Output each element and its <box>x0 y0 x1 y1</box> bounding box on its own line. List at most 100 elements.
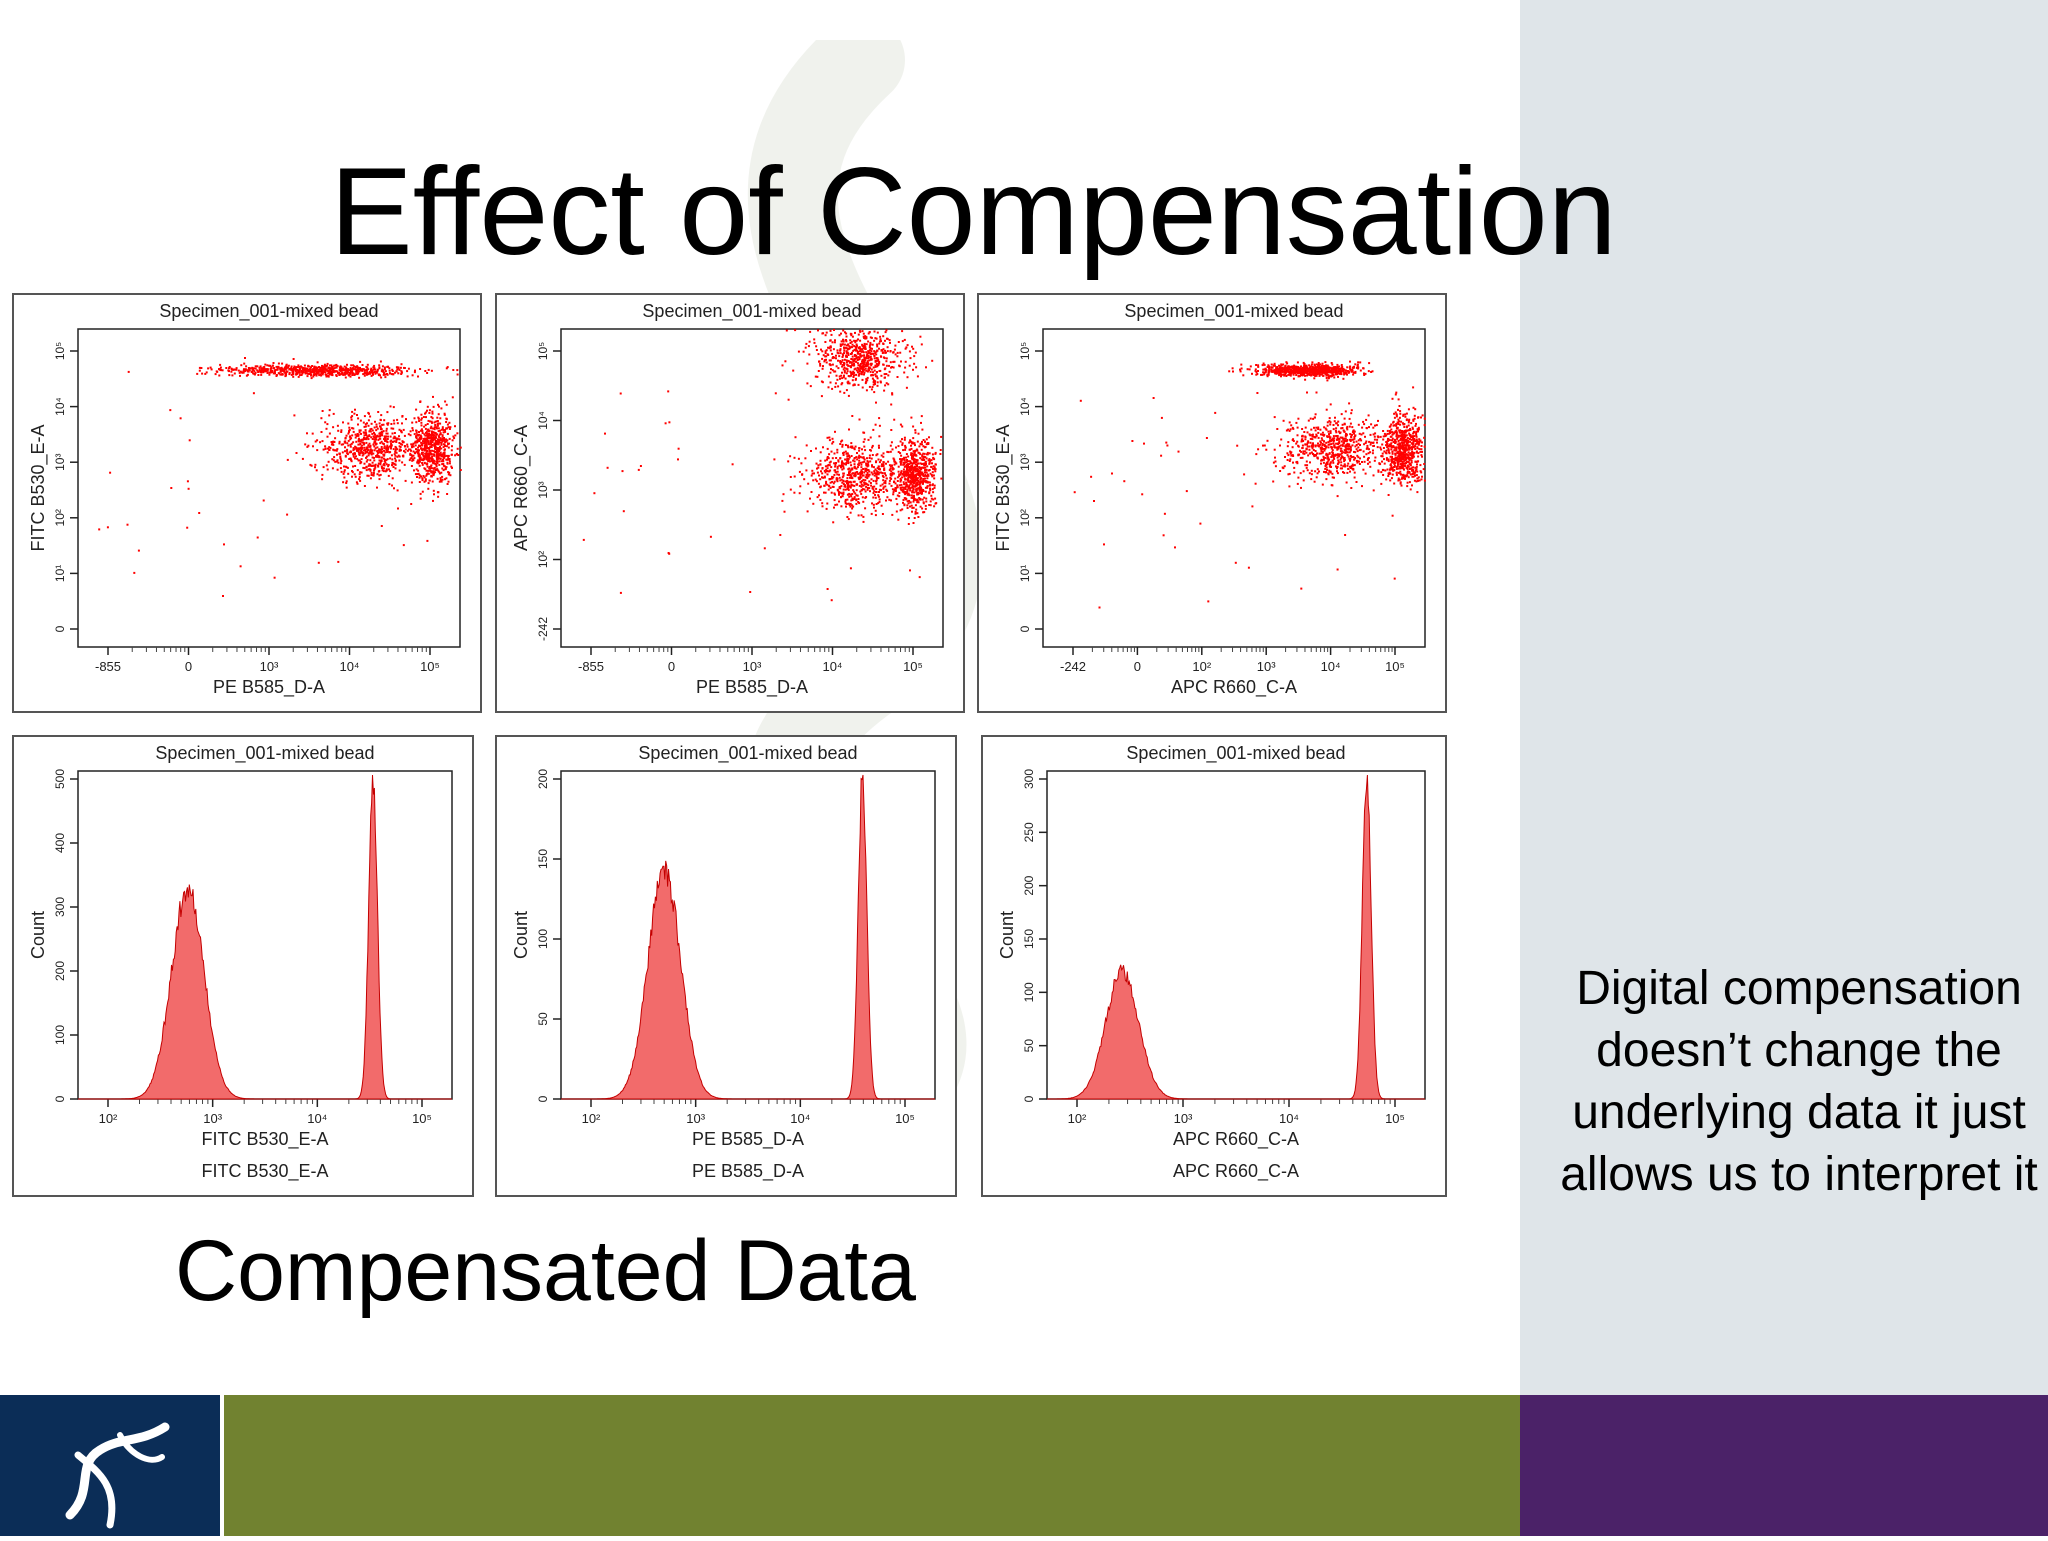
data-point <box>1350 487 1352 489</box>
data-point <box>1312 372 1314 374</box>
data-point <box>1250 365 1252 367</box>
data-point <box>864 438 866 440</box>
data-point <box>222 369 224 371</box>
data-point <box>361 458 363 460</box>
data-point <box>798 458 800 460</box>
data-point <box>372 372 374 374</box>
data-point <box>856 483 858 485</box>
data-point <box>885 331 887 333</box>
data-point <box>430 440 432 442</box>
data-point <box>921 456 923 458</box>
data-point <box>583 539 585 541</box>
data-point <box>911 466 913 468</box>
data-point <box>138 550 140 552</box>
data-point <box>354 457 356 459</box>
data-point <box>898 341 900 343</box>
data-point <box>901 476 903 478</box>
data-point <box>395 437 397 439</box>
data-point <box>896 355 898 357</box>
data-point <box>325 374 327 376</box>
data-point <box>917 516 919 518</box>
data-point <box>912 484 914 486</box>
data-point <box>837 459 839 461</box>
data-point <box>427 472 429 474</box>
y-tick-label-0-0: 0 <box>53 625 67 632</box>
data-point <box>803 478 805 480</box>
data-point <box>904 466 906 468</box>
data-point <box>398 442 400 444</box>
data-point <box>187 480 189 482</box>
data-point <box>386 428 388 430</box>
data-point <box>1332 370 1334 372</box>
data-point <box>919 475 921 477</box>
data-point <box>854 332 856 334</box>
data-point <box>874 365 876 367</box>
data-point <box>273 367 275 369</box>
data-point <box>422 478 424 480</box>
data-point <box>1326 377 1328 379</box>
data-point <box>912 437 914 439</box>
data-point <box>319 441 321 443</box>
data-point <box>880 338 882 340</box>
data-point <box>320 417 322 419</box>
data-point <box>360 429 362 431</box>
data-point <box>399 456 401 458</box>
data-point <box>841 492 843 494</box>
data-point <box>332 374 334 376</box>
data-point <box>410 430 412 432</box>
data-point <box>407 450 409 452</box>
data-point <box>378 456 380 458</box>
data-point <box>898 466 900 468</box>
data-point <box>440 452 442 454</box>
data-point <box>247 374 249 376</box>
data-point <box>433 454 435 456</box>
data-point <box>812 503 814 505</box>
data-point <box>308 366 310 368</box>
data-point <box>449 438 451 440</box>
data-point <box>453 437 455 439</box>
data-point <box>1318 362 1320 364</box>
data-point <box>274 373 276 375</box>
data-point <box>433 431 435 433</box>
data-point <box>328 414 330 416</box>
data-point <box>835 457 837 459</box>
data-point <box>308 370 310 372</box>
data-point <box>810 385 812 387</box>
y-tick-label-1-4: 10⁵ <box>536 342 550 360</box>
data-point <box>915 366 917 368</box>
data-point <box>790 489 792 491</box>
data-point <box>916 449 918 451</box>
data-point <box>372 462 374 464</box>
data-point <box>316 469 318 471</box>
data-point <box>417 447 419 449</box>
data-point <box>933 474 935 476</box>
data-point <box>865 476 867 478</box>
data-point <box>865 357 867 359</box>
data-point <box>850 372 852 374</box>
data-point <box>395 460 397 462</box>
data-point <box>260 374 262 376</box>
data-point <box>871 478 873 480</box>
data-point <box>848 395 850 397</box>
data-point <box>384 445 386 447</box>
data-point <box>873 486 875 488</box>
data-point <box>395 446 397 448</box>
data-point <box>855 357 857 359</box>
data-point <box>407 446 409 448</box>
data-point <box>352 441 354 443</box>
data-point <box>316 367 318 369</box>
data-point <box>891 366 893 368</box>
data-point <box>883 465 885 467</box>
data-point <box>811 491 813 493</box>
data-point <box>892 493 894 495</box>
data-point <box>363 432 365 434</box>
data-point <box>831 599 833 601</box>
data-point <box>354 473 356 475</box>
data-point <box>903 372 905 374</box>
data-point <box>440 454 442 456</box>
data-point <box>907 488 909 490</box>
data-point <box>304 367 306 369</box>
data-point <box>1292 370 1294 372</box>
data-point <box>844 344 846 346</box>
data-point <box>393 437 395 439</box>
